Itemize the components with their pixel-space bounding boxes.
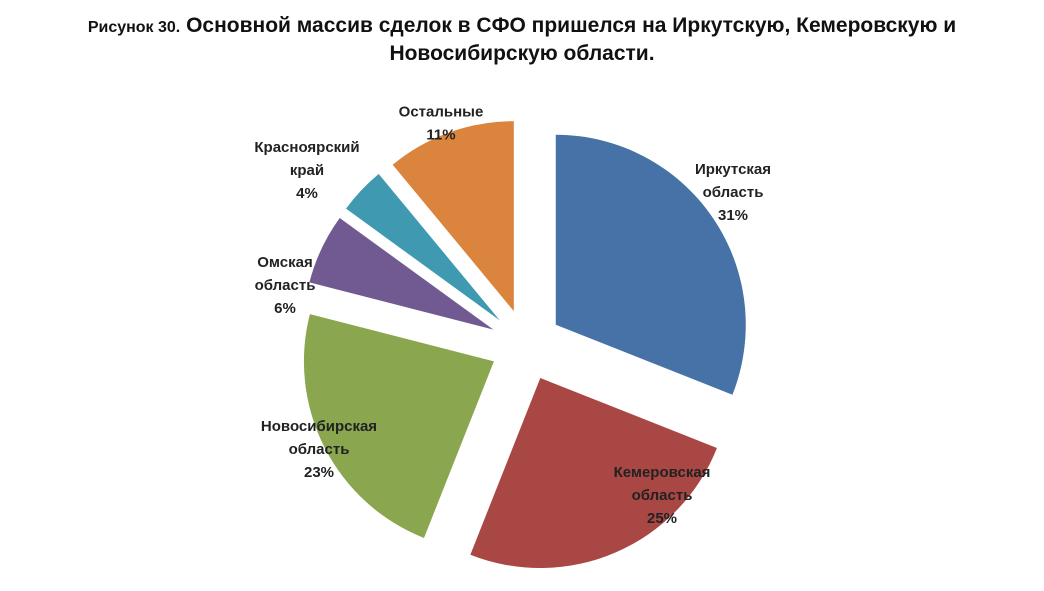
pie-slice-4 xyxy=(309,217,494,330)
slice-label-5: Красноярский край 4% xyxy=(254,139,359,202)
slice-value-label: 25% xyxy=(647,510,677,527)
slice-name-label: Кемеровская xyxy=(614,464,711,481)
slice-name-label: область xyxy=(255,277,316,294)
figure-caption: Рисунок 30. Основной массив сделок в СФО… xyxy=(0,12,1044,69)
pie-labels: Иркутская область 31% Кемеровская область 25%… xyxy=(254,104,771,528)
pie-slices xyxy=(303,121,746,569)
slice-name-label: область xyxy=(632,487,693,504)
slice-value-label: 11% xyxy=(426,127,455,144)
figure-caption-line1: Рисунок 30. Основной массив сделок в СФО… xyxy=(0,12,1044,40)
slice-name-label: Новосибирская xyxy=(261,418,377,435)
slice-label-6: Остальные 11% xyxy=(399,104,484,144)
slice-name-label: область xyxy=(289,441,350,458)
slice-value-label: 6% xyxy=(274,300,296,317)
slice-label-2: Кемеровская область 25% xyxy=(614,464,711,527)
slice-name-label: Остальные xyxy=(399,104,484,121)
figure-number: Рисунок 30. xyxy=(87,19,181,36)
slice-name-label: Красноярский xyxy=(254,139,359,156)
pie-slice-1 xyxy=(555,134,746,395)
slice-name-label: Иркутская xyxy=(695,161,771,178)
pie-slice-6 xyxy=(392,121,514,312)
slice-value-label: 31% xyxy=(718,207,748,224)
pie-slice-5 xyxy=(346,173,500,321)
slice-label-4: Омская область 6% xyxy=(255,254,316,317)
slice-name-label: область xyxy=(703,184,764,201)
pie-slice-3 xyxy=(303,314,494,538)
slice-name-label: край xyxy=(290,162,324,179)
slice-value-label: 23% xyxy=(304,464,334,481)
figure-title-text: Основной массив сделок в СФО пришелся на… xyxy=(186,14,957,37)
slice-name-label: Омская xyxy=(257,254,313,271)
slice-value-label: 4% xyxy=(296,185,318,202)
pie-slice-2 xyxy=(470,378,717,569)
slice-label-1: Иркутская область 31% xyxy=(695,161,771,224)
figure-caption-line2: Новосибирскую области. xyxy=(389,42,655,66)
slice-label-3: Новосибирская область 23% xyxy=(261,418,377,481)
